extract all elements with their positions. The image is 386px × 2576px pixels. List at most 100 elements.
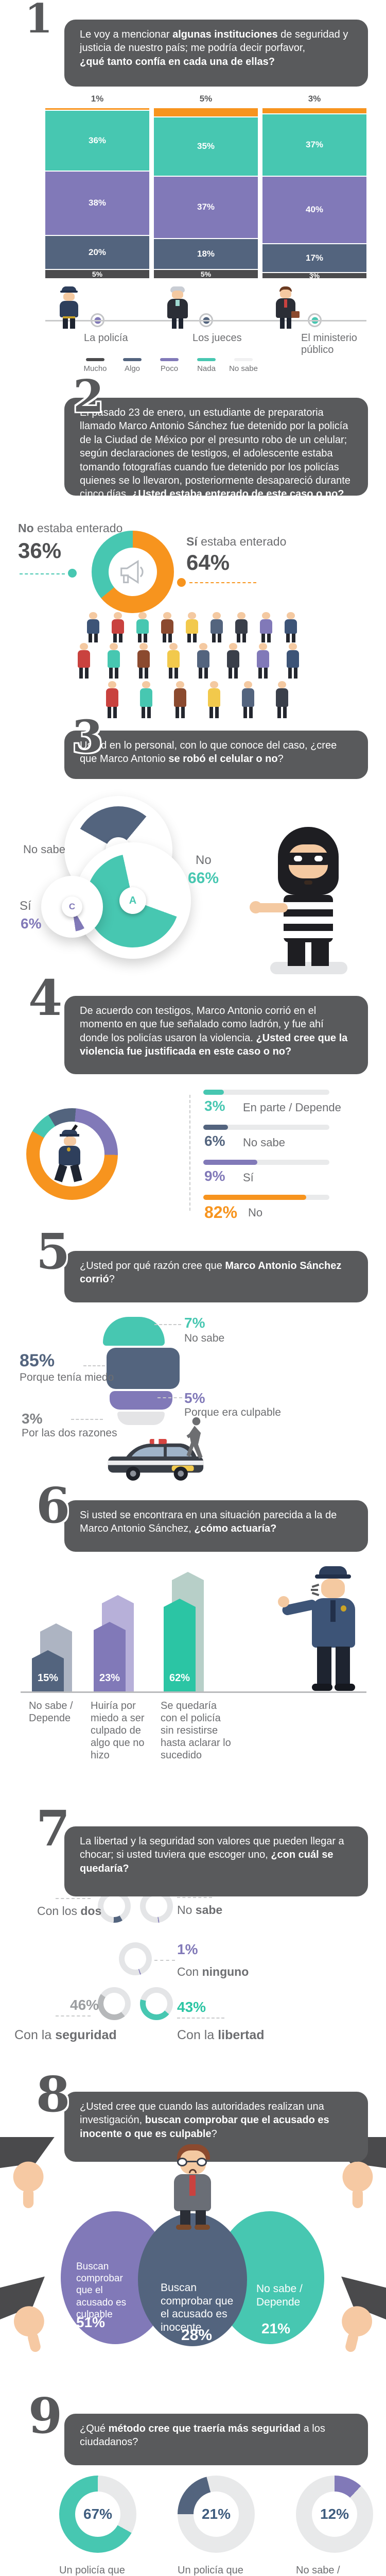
q3-badge-c: C bbox=[62, 896, 82, 917]
crowd-person bbox=[241, 681, 255, 719]
crowd-person bbox=[259, 612, 273, 643]
q9-pct: 12% bbox=[320, 2506, 349, 2522]
q5-slice-nosabe bbox=[103, 1317, 165, 1346]
q1-segment-Algo: 17% bbox=[262, 244, 366, 274]
q9-pct: 21% bbox=[201, 2506, 231, 2522]
crowd-person bbox=[210, 612, 223, 643]
whistle-policeman-figure bbox=[278, 1566, 367, 1691]
crowd-person bbox=[137, 643, 150, 679]
q1-segment-Mucho: 5% bbox=[154, 269, 258, 278]
q4-bars: 3% En parte / Depende 6% No sabe 9% Sí 82% No bbox=[0, 0, 386, 1247]
police-car-figure bbox=[106, 1436, 206, 1482]
q7-nosabe-dash bbox=[177, 1897, 212, 1898]
q1-segment-Poco: 37% bbox=[154, 176, 258, 239]
q1-stacked-bar-chart: 1% 36% 38% 20% 5% La policía 5% 35% 37% 18% 5% Los … bbox=[0, 0, 386, 392]
q7-number: 7 bbox=[36, 1800, 71, 1857]
q4-question-box: De acuerdo con testigos, Marco Antonio c… bbox=[64, 996, 368, 1074]
q1-category-label: El ministerio público bbox=[301, 332, 357, 355]
q5-nosabe-label: No sabe bbox=[184, 1332, 225, 1344]
q1-segment-No sabe bbox=[262, 108, 366, 114]
crowd-person bbox=[256, 643, 270, 679]
q1-column: 37% 40% 17% 3% bbox=[262, 108, 366, 280]
running-man-silhouette bbox=[181, 1416, 208, 1465]
crowd-person bbox=[275, 681, 289, 719]
q7-dos-dash bbox=[56, 1898, 91, 1899]
q4-bar-track bbox=[203, 1160, 329, 1165]
q7-libertad-pct: 43% bbox=[177, 1999, 206, 2015]
q4-connector-dash bbox=[189, 1095, 190, 1211]
crowd-person bbox=[185, 612, 199, 643]
q2-si-label: Sí estaba enterado bbox=[186, 535, 287, 548]
q2-no-dash bbox=[20, 573, 65, 574]
q7-libertad-label: Con la libertad bbox=[177, 2028, 265, 2042]
burglar-figure bbox=[250, 827, 358, 976]
q3-no-label: No bbox=[196, 853, 212, 867]
police-officer-figure bbox=[58, 286, 80, 329]
q4-bar-track bbox=[203, 1125, 329, 1130]
q5-dosrazones-pct: 3% bbox=[22, 1411, 43, 1427]
q4-bar-track bbox=[203, 1090, 329, 1095]
q6-front-column: 23% bbox=[94, 1622, 126, 1691]
q1-axis-line bbox=[45, 320, 366, 321]
q6-bar-chart: 15% No sabe / Depende 23% Huiría por miedo … bbox=[29, 1572, 231, 1761]
q3-si-pct: 6% bbox=[21, 916, 42, 931]
thumbs-down-icon bbox=[323, 2276, 386, 2362]
q3-question-box: Usted en lo personal, con lo que conoce … bbox=[64, 731, 368, 779]
q7-ninguno-label: Con ninguno bbox=[177, 1965, 249, 1978]
q5-dosrazones-label: Por las dos razones bbox=[22, 1427, 117, 1439]
crowd-person bbox=[139, 681, 153, 719]
q1-text: Le voy a mencionar bbox=[80, 29, 173, 40]
q1-category-label: Los jueces bbox=[192, 332, 242, 344]
q5-slice-culpable bbox=[110, 1391, 172, 1410]
crowd-person bbox=[161, 612, 174, 643]
q8-inocente-label: Buscan comprobar que el acusado es inoce… bbox=[161, 2282, 234, 2333]
q2-si-pct: 64% bbox=[186, 550, 230, 574]
q7-libertad-dash bbox=[177, 2018, 224, 2019]
q9-label: Un policía que primero detenga y luego i… bbox=[178, 2565, 243, 2576]
crowd-person bbox=[226, 643, 240, 679]
crowd-person bbox=[77, 643, 91, 679]
q5-dash-4 bbox=[71, 1419, 103, 1420]
crowd-figure bbox=[0, 0, 386, 747]
q3-nosabe-label: No sabe bbox=[23, 843, 65, 856]
q7-ring-seguridad bbox=[98, 1987, 131, 2020]
q9-number: 9 bbox=[28, 2387, 63, 2445]
q3-si-label: Sí bbox=[20, 899, 31, 913]
q2-donut-hole bbox=[109, 548, 157, 596]
q9-donut-hole bbox=[194, 2492, 239, 2537]
q5-slice-miedo bbox=[107, 1348, 180, 1389]
q1-legend-item: Algo bbox=[114, 358, 150, 373]
q6-baseline bbox=[21, 1691, 366, 1693]
q7-ninguno-pct: 1% bbox=[177, 1941, 198, 1957]
crowd-person bbox=[173, 681, 187, 719]
q4-label: En parte / Depende bbox=[243, 1101, 341, 1114]
q1-legend-item: No sabe bbox=[225, 358, 261, 373]
q5-dash-3 bbox=[157, 1397, 182, 1398]
crowd-person bbox=[284, 612, 297, 643]
q4-label: No sabe bbox=[243, 1136, 285, 1149]
q1-segment-Nada: 35% bbox=[154, 117, 258, 177]
q9-pct: 67% bbox=[83, 2506, 113, 2522]
q5-miedo-pct: 85% bbox=[20, 1351, 55, 1370]
q8-venn-inocente bbox=[138, 2213, 247, 2346]
q4-label: No bbox=[248, 1206, 263, 1219]
q1-legend-item: Nada bbox=[188, 358, 224, 373]
q8-culpable-label: Buscan comprobar que el acusado es culpa… bbox=[76, 2261, 127, 2320]
q9-question-box: ¿Qué método cree que traería más segurid… bbox=[64, 2414, 368, 2465]
crowd-person bbox=[235, 612, 248, 643]
q7-dos-label: Con los dos bbox=[37, 1904, 102, 1918]
legend-swatch bbox=[160, 358, 179, 361]
q4-pct: 9% bbox=[204, 1168, 225, 1184]
q2-si-dot bbox=[177, 578, 186, 587]
q5-slice-dosrazones bbox=[117, 1412, 165, 1425]
q5-number: 5 bbox=[36, 1223, 71, 1280]
legend-swatch bbox=[86, 358, 104, 361]
q4-bar-No bbox=[203, 1195, 306, 1200]
q1-column: 35% 37% 18% 5% bbox=[154, 108, 258, 278]
q1-segment-Nada: 37% bbox=[262, 114, 366, 177]
q6-label: Huiría por miedo a ser culpado de algo q… bbox=[91, 1700, 145, 1761]
q8-culpable-pct: 51% bbox=[76, 2314, 106, 2330]
q2-no-pct: 36% bbox=[18, 538, 62, 563]
q6-label: Se quedaría con el policía sin resistirs… bbox=[161, 1700, 231, 1761]
